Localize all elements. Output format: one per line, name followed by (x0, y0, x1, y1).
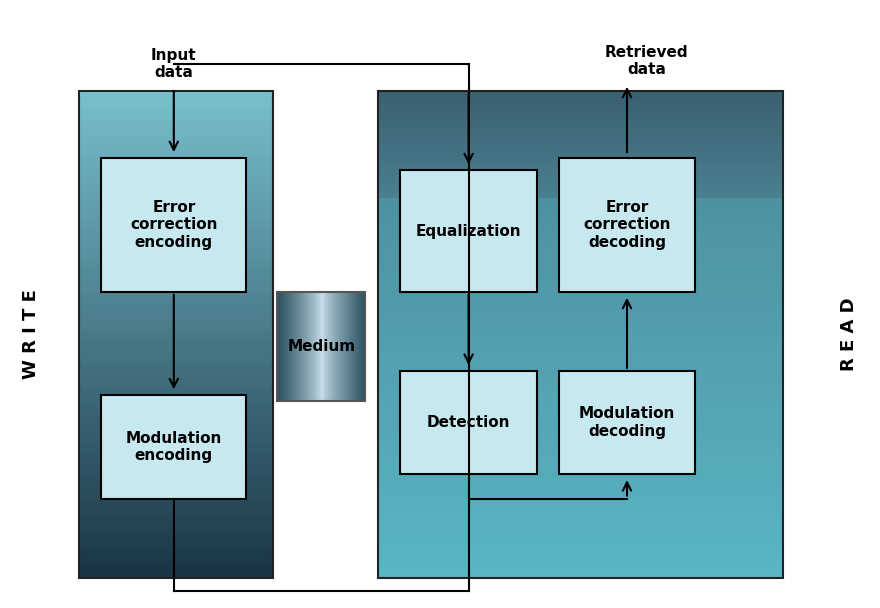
Text: Modulation
encoding: Modulation encoding (126, 430, 222, 463)
Text: W R I T E: W R I T E (22, 289, 40, 379)
Text: Error
correction
encoding: Error correction encoding (130, 200, 217, 250)
Text: Detection: Detection (427, 415, 510, 430)
Text: R E A D: R E A D (840, 297, 858, 371)
Text: Medium: Medium (287, 339, 356, 354)
Bar (400, 371, 537, 474)
Bar (101, 395, 246, 499)
Bar (559, 371, 695, 474)
Bar (277, 292, 365, 401)
Bar (378, 91, 783, 578)
Bar (400, 170, 537, 292)
Bar (101, 158, 246, 292)
Text: Input
data: Input data (150, 47, 196, 80)
Text: Equalization: Equalization (415, 224, 522, 238)
Text: Error
correction
decoding: Error correction decoding (583, 200, 671, 250)
Bar (559, 158, 695, 292)
Bar (79, 91, 273, 578)
Text: Retrieved
data: Retrieved data (605, 44, 689, 77)
Text: Modulation
decoding: Modulation decoding (579, 406, 675, 439)
